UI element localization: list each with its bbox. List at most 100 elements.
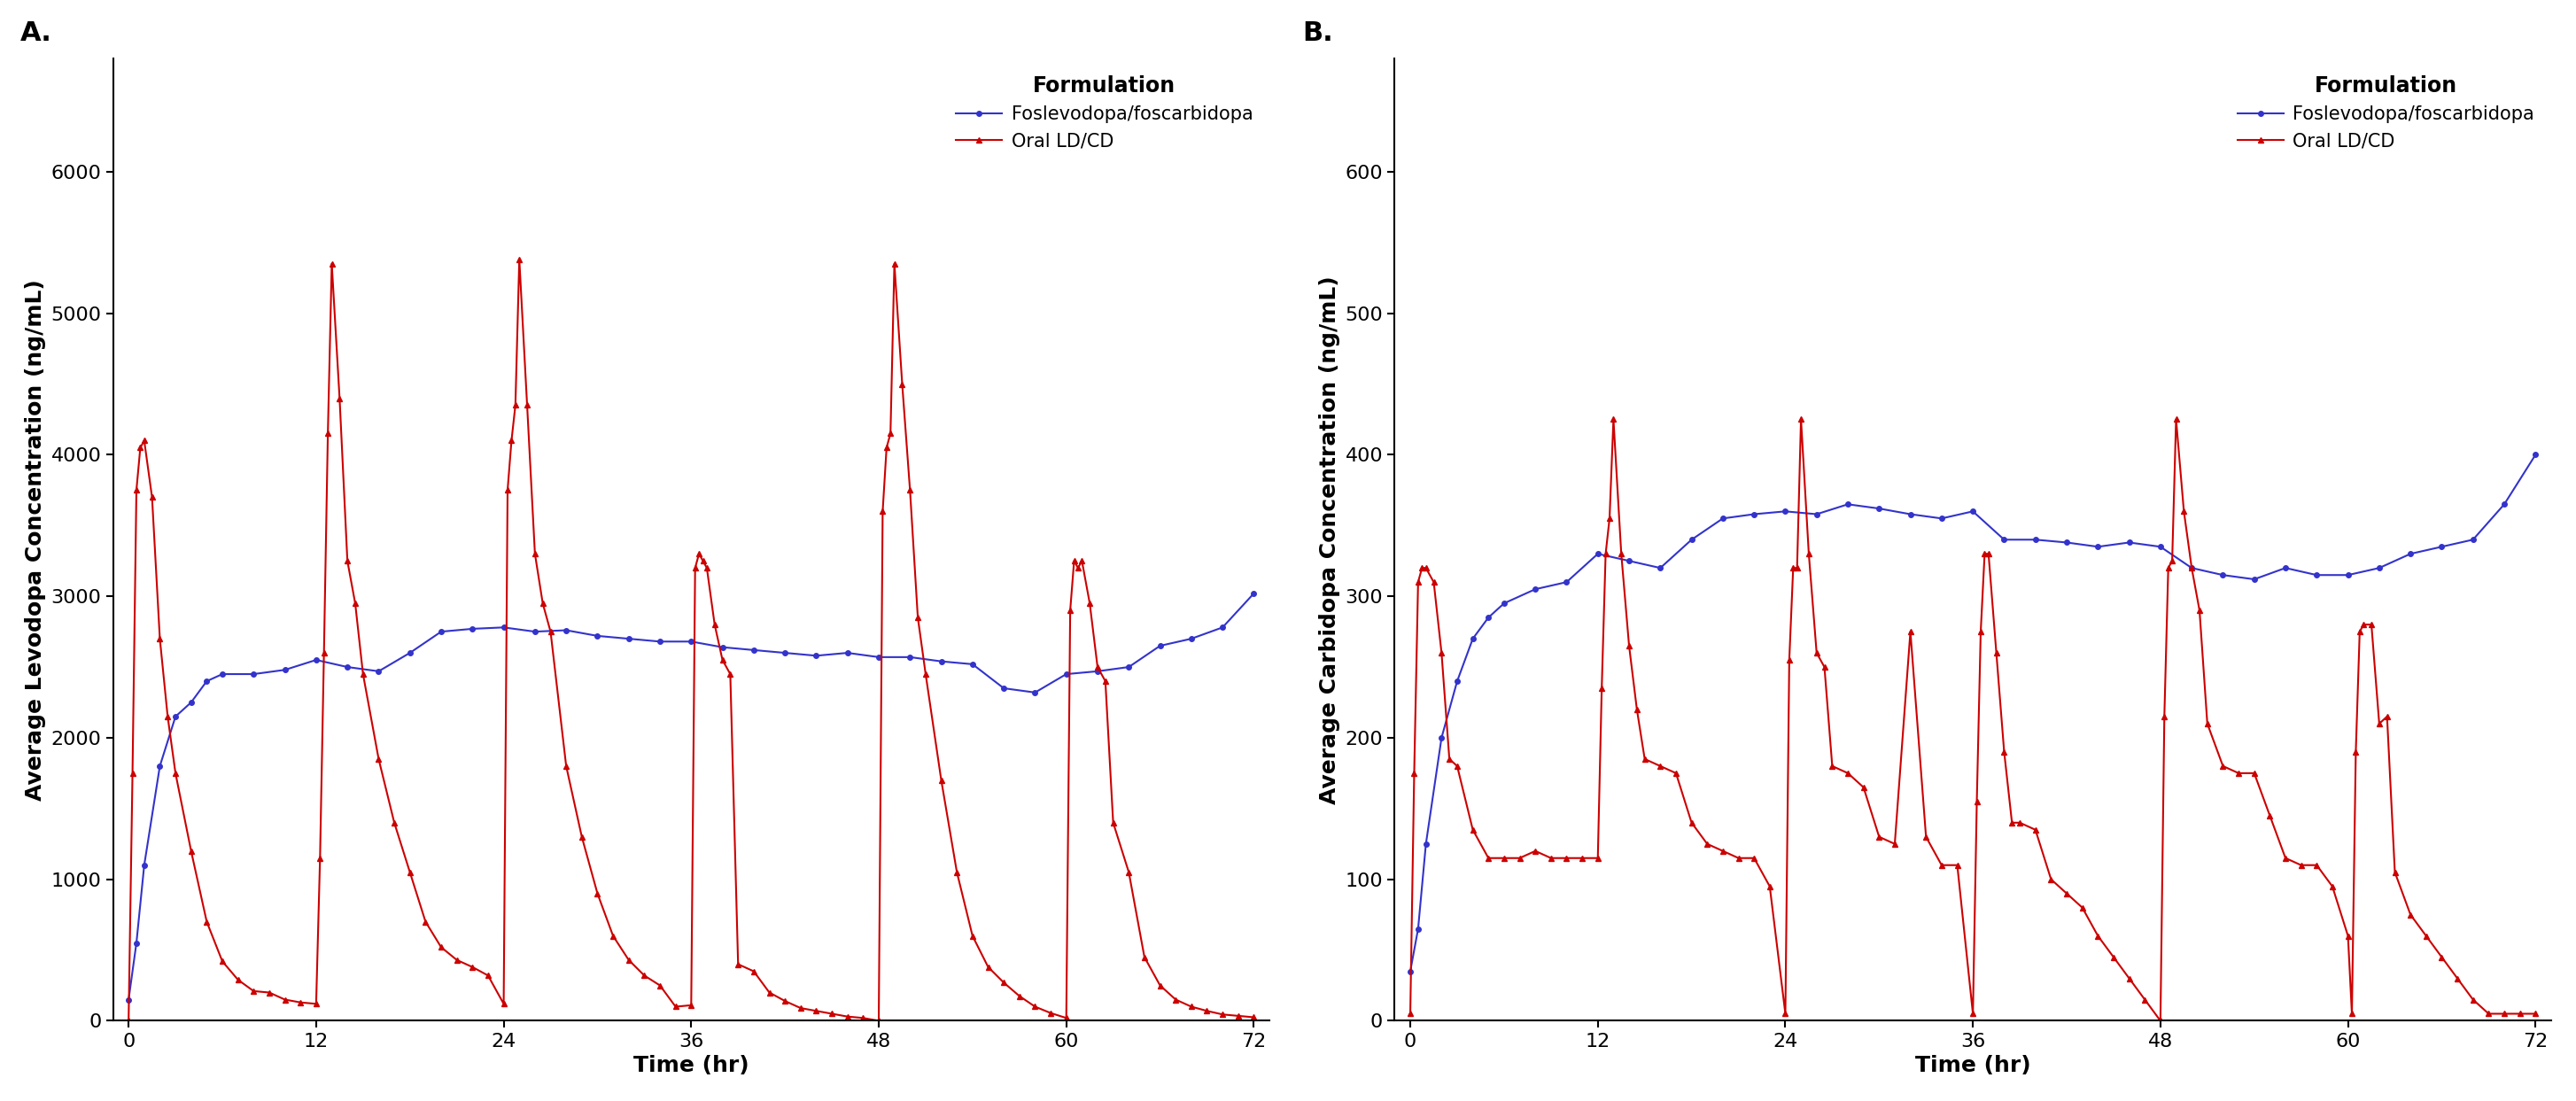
Foslevodopa/foscarbidopa [121, 936, 152, 949]
Text: B.: B. [1301, 20, 1332, 46]
Foslevodopa/foscarbidopa [237, 667, 268, 680]
Oral LD/CD [1597, 413, 1628, 426]
Foslevodopa/foscarbidopa [863, 651, 894, 664]
Foslevodopa/foscarbidopa [2239, 573, 2269, 586]
Foslevodopa/foscarbidopa [2519, 448, 2550, 461]
Foslevodopa/foscarbidopa [1582, 547, 1613, 560]
Foslevodopa/foscarbidopa [1020, 686, 1051, 699]
Foslevodopa/foscarbidopa [1677, 533, 1708, 546]
Oral LD/CD [1113, 865, 1144, 879]
Foslevodopa/foscarbidopa [1613, 554, 1643, 567]
Oral LD/CD [2372, 710, 2403, 723]
Foslevodopa/foscarbidopa [2331, 568, 2362, 581]
Foslevodopa/foscarbidopa [1427, 731, 1458, 744]
Oral LD/CD [1097, 816, 1128, 829]
Foslevodopa/foscarbidopa [129, 859, 160, 872]
Y-axis label: Average Levodopa Concentration (ng/mL): Average Levodopa Concentration (ng/mL) [26, 279, 46, 800]
Foslevodopa/foscarbidopa [2050, 536, 2081, 549]
Foslevodopa/foscarbidopa [206, 667, 237, 680]
Foslevodopa/foscarbidopa [706, 641, 737, 654]
Foslevodopa/foscarbidopa [1443, 675, 1473, 688]
Foslevodopa/foscarbidopa [1113, 661, 1144, 674]
Foslevodopa/foscarbidopa [958, 657, 989, 671]
Oral LD/CD [2020, 824, 2050, 837]
Oral LD/CD [2442, 972, 2473, 985]
Foslevodopa/foscarbidopa [2365, 562, 2396, 575]
Foslevodopa/foscarbidopa [301, 653, 332, 666]
Foslevodopa/foscarbidopa [520, 625, 551, 639]
Foslevodopa/foscarbidopa [1862, 502, 1893, 515]
Foslevodopa/foscarbidopa [1175, 632, 1206, 645]
X-axis label: Time (hr): Time (hr) [634, 1055, 750, 1077]
Foslevodopa/foscarbidopa [2177, 562, 2208, 575]
Foslevodopa/foscarbidopa [551, 623, 582, 636]
Foslevodopa/foscarbidopa [191, 675, 222, 688]
Foslevodopa/foscarbidopa [2269, 562, 2300, 575]
Foslevodopa/foscarbidopa [1394, 964, 1425, 978]
Foslevodopa/foscarbidopa [675, 635, 706, 648]
Oral LD/CD [1082, 661, 1113, 674]
Foslevodopa/foscarbidopa [160, 710, 191, 723]
Foslevodopa/foscarbidopa [1801, 508, 1832, 521]
Foslevodopa/foscarbidopa [1896, 508, 1927, 521]
Legend: Foslevodopa/foscarbidopa, Oral LD/CD: Foslevodopa/foscarbidopa, Oral LD/CD [948, 68, 1260, 157]
Foslevodopa/foscarbidopa [644, 635, 675, 648]
Foslevodopa/foscarbidopa [613, 632, 644, 645]
Oral LD/CD [1144, 979, 1175, 992]
Line: Foslevodopa/foscarbidopa: Foslevodopa/foscarbidopa [1409, 453, 2537, 973]
Foslevodopa/foscarbidopa [1239, 587, 1270, 600]
Legend: Foslevodopa/foscarbidopa, Oral LD/CD: Foslevodopa/foscarbidopa, Oral LD/CD [2231, 68, 2543, 157]
Foslevodopa/foscarbidopa [989, 682, 1020, 695]
Foslevodopa/foscarbidopa [456, 622, 487, 635]
Foslevodopa/foscarbidopa [2427, 541, 2458, 554]
Oral LD/CD [2411, 929, 2442, 942]
Foslevodopa/foscarbidopa [2020, 533, 2050, 546]
Oral LD/CD [2396, 908, 2427, 922]
Line: Foslevodopa/foscarbidopa: Foslevodopa/foscarbidopa [126, 591, 1257, 1002]
Oral LD/CD [394, 865, 425, 879]
Oral LD/CD [1692, 838, 1723, 851]
Foslevodopa/foscarbidopa [1551, 576, 1582, 589]
Foslevodopa/foscarbidopa [144, 760, 175, 773]
Oral LD/CD [1239, 1011, 1270, 1024]
Foslevodopa/foscarbidopa [363, 665, 394, 678]
Foslevodopa/foscarbidopa [270, 663, 301, 676]
Foslevodopa/foscarbidopa [2300, 568, 2331, 581]
Foslevodopa/foscarbidopa [1739, 508, 1770, 521]
Foslevodopa/foscarbidopa [1144, 640, 1175, 653]
Foslevodopa/foscarbidopa [801, 650, 832, 663]
X-axis label: Time (hr): Time (hr) [1914, 1055, 2030, 1077]
Foslevodopa/foscarbidopa [489, 621, 520, 634]
Oral LD/CD [2146, 1014, 2177, 1027]
Foslevodopa/foscarbidopa [1989, 533, 2020, 546]
Foslevodopa/foscarbidopa [2115, 536, 2146, 549]
Foslevodopa/foscarbidopa [2208, 568, 2239, 581]
Foslevodopa/foscarbidopa [1927, 512, 1958, 525]
Foslevodopa/foscarbidopa [2081, 541, 2112, 554]
Foslevodopa/foscarbidopa [2146, 541, 2177, 554]
Foslevodopa/foscarbidopa [332, 661, 363, 674]
Foslevodopa/foscarbidopa [739, 643, 770, 656]
Foslevodopa/foscarbidopa [1473, 611, 1504, 624]
Foslevodopa/foscarbidopa [1646, 562, 1677, 575]
Foslevodopa/foscarbidopa [113, 993, 144, 1006]
Foslevodopa/foscarbidopa [770, 646, 801, 659]
Foslevodopa/foscarbidopa [832, 646, 863, 659]
Oral LD/CD [1394, 1007, 1425, 1021]
Foslevodopa/foscarbidopa [925, 655, 956, 668]
Foslevodopa/foscarbidopa [1520, 582, 1551, 596]
Foslevodopa/foscarbidopa [1770, 504, 1801, 517]
Foslevodopa/foscarbidopa [2488, 498, 2519, 511]
Foslevodopa/foscarbidopa [2458, 533, 2488, 546]
Foslevodopa/foscarbidopa [425, 625, 456, 639]
Oral LD/CD [2519, 1007, 2550, 1021]
Text: A.: A. [21, 20, 52, 46]
Line: Oral LD/CD: Oral LD/CD [1409, 417, 2537, 1023]
Foslevodopa/foscarbidopa [1708, 512, 1739, 525]
Foslevodopa/foscarbidopa [1458, 632, 1489, 645]
Foslevodopa/foscarbidopa [1404, 923, 1435, 936]
Y-axis label: Average Carbidopa Concentration (ng/mL): Average Carbidopa Concentration (ng/mL) [1319, 275, 1340, 804]
Line: Oral LD/CD: Oral LD/CD [126, 257, 1257, 1023]
Foslevodopa/foscarbidopa [1489, 597, 1520, 610]
Oral LD/CD [739, 964, 770, 978]
